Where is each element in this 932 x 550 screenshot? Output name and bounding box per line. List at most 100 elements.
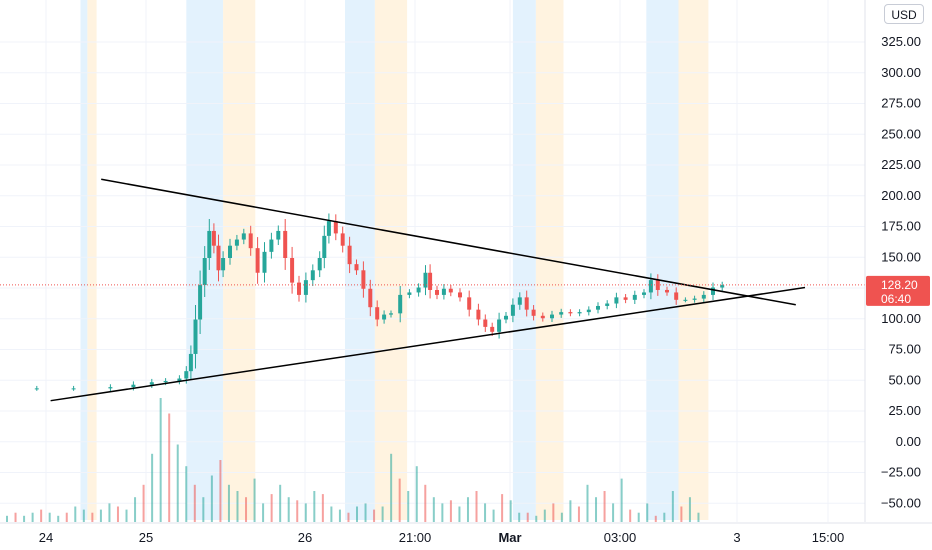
volume-bars bbox=[6, 398, 700, 522]
session-band-1 bbox=[87, 0, 97, 520]
volume-bar bbox=[74, 506, 77, 522]
volume-bar bbox=[330, 506, 333, 522]
candle-body bbox=[389, 313, 393, 315]
lower-support-trendline[interactable] bbox=[50, 286, 806, 402]
volume-bar bbox=[535, 515, 538, 522]
volume-bar bbox=[484, 503, 487, 522]
volume-bar bbox=[637, 512, 640, 522]
volume-bar bbox=[99, 509, 102, 522]
candle-body bbox=[149, 382, 154, 385]
volume-bar bbox=[381, 506, 384, 522]
y-tick-label: 325.00 bbox=[881, 34, 921, 49]
candle-body bbox=[550, 314, 554, 319]
trendlines[interactable] bbox=[50, 178, 806, 402]
volume-bar bbox=[168, 413, 171, 522]
volume-bar bbox=[398, 478, 401, 522]
x-tick-label: 21:00 bbox=[399, 530, 432, 545]
candle-body bbox=[568, 312, 573, 314]
volume-bar bbox=[23, 515, 26, 522]
volume-bar bbox=[270, 494, 273, 522]
candle-body bbox=[423, 272, 428, 288]
volume-bar bbox=[65, 512, 68, 522]
x-tick-label: 26 bbox=[298, 530, 312, 545]
session-band-8 bbox=[646, 0, 679, 520]
volume-bar bbox=[569, 500, 572, 522]
volume-bar bbox=[227, 484, 230, 522]
volume-bar bbox=[176, 444, 179, 522]
candle-body bbox=[228, 245, 232, 258]
volume-bar bbox=[262, 503, 265, 522]
time-axis[interactable]: 24 25 26 21:00 Mar 03:00 3 15:00 bbox=[0, 522, 932, 545]
candlestick-series bbox=[34, 213, 725, 392]
candle-body bbox=[720, 285, 725, 288]
candle-body bbox=[648, 280, 653, 293]
candle-body bbox=[283, 230, 288, 258]
volume-bar bbox=[193, 484, 196, 522]
volume-bar bbox=[526, 512, 529, 522]
y-tick-label: 50.00 bbox=[888, 372, 921, 387]
volume-bar bbox=[142, 484, 145, 522]
candle-body bbox=[524, 297, 529, 310]
volume-bar bbox=[415, 466, 418, 522]
y-tick-label: −50.00 bbox=[881, 495, 921, 510]
volume-bar bbox=[245, 497, 248, 522]
candle-body bbox=[510, 304, 515, 316]
upper-resistance-trendline[interactable] bbox=[101, 178, 796, 306]
volume-bar bbox=[646, 503, 649, 522]
volume-bar bbox=[501, 494, 504, 522]
candle-body bbox=[248, 233, 253, 249]
currency-selector[interactable]: USD bbox=[884, 4, 924, 24]
volume-bar bbox=[432, 497, 435, 522]
candle-body bbox=[188, 353, 193, 372]
session-band-5 bbox=[374, 0, 408, 520]
candle-body bbox=[531, 309, 536, 316]
x-tick-label: 15:00 bbox=[812, 530, 845, 545]
volume-bar bbox=[612, 503, 615, 522]
last-price-tag: 128.20 06:40 bbox=[866, 275, 930, 306]
candle-body bbox=[303, 280, 308, 295]
candle-body bbox=[476, 309, 481, 320]
volume-bar bbox=[116, 506, 119, 522]
volume-bar bbox=[125, 509, 128, 522]
candle-body bbox=[375, 307, 380, 320]
volume-bar bbox=[134, 497, 137, 522]
y-tick-label: 0.00 bbox=[896, 434, 921, 449]
volume-bar bbox=[91, 512, 94, 522]
candle-body bbox=[632, 294, 637, 300]
volume-bar bbox=[671, 491, 674, 522]
candle-body bbox=[441, 288, 446, 295]
volume-bar bbox=[296, 500, 299, 522]
y-tick-label: 225.00 bbox=[881, 157, 921, 172]
volume-bar bbox=[449, 500, 452, 522]
bar-countdown: 06:40 bbox=[881, 292, 911, 306]
volume-bar bbox=[680, 506, 683, 522]
candle-body bbox=[241, 233, 246, 240]
candle-body bbox=[586, 309, 591, 313]
volume-bar bbox=[475, 491, 478, 522]
candle-body bbox=[416, 287, 421, 293]
volume-bar bbox=[697, 512, 700, 522]
candle-body bbox=[490, 326, 495, 332]
candle-body bbox=[674, 292, 679, 300]
x-tick-label: 25 bbox=[139, 530, 153, 545]
candle-body bbox=[517, 297, 522, 305]
candle-body bbox=[354, 264, 359, 271]
y-tick-label: 275.00 bbox=[881, 96, 921, 111]
candle-body bbox=[193, 319, 198, 354]
volume-bar bbox=[253, 478, 256, 522]
candle-body bbox=[382, 314, 387, 320]
volume-bar bbox=[287, 497, 290, 522]
y-tick-label: 25.00 bbox=[888, 403, 921, 418]
candle-body bbox=[347, 245, 352, 265]
volume-bar bbox=[595, 497, 598, 522]
candle-body bbox=[310, 270, 315, 281]
volume-bar bbox=[373, 509, 376, 522]
candle-body bbox=[559, 312, 564, 315]
volume-bar bbox=[279, 484, 282, 522]
volume-bar bbox=[407, 491, 410, 522]
price-axis[interactable]: 325.00 300.00 275.00 250.00 225.00 200.00 175.… bbox=[864, 0, 921, 522]
y-tick-label: 250.00 bbox=[881, 126, 921, 141]
y-tick-label: 150.00 bbox=[881, 249, 921, 264]
candle-body bbox=[340, 233, 345, 246]
